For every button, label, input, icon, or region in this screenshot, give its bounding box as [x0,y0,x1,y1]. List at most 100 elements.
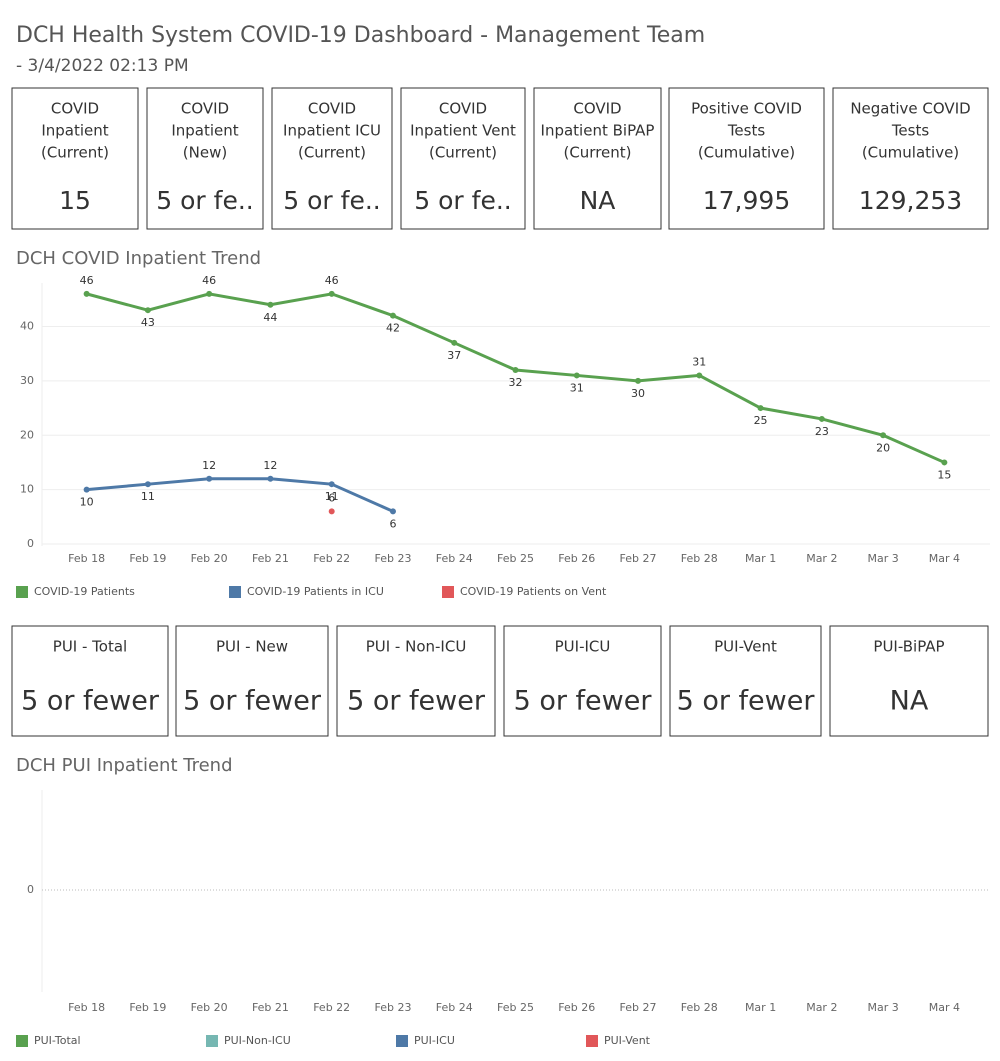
kpi-title: PUI-ICU [555,638,611,656]
y-tick-label: 30 [20,374,34,387]
chart-title: DCH PUI Inpatient Trend [16,755,233,776]
series-line [86,477,394,513]
kpi-card [533,87,662,230]
legend-swatch [396,1035,408,1047]
data-point [328,481,335,488]
kpi-card [175,625,329,737]
kpi-title: COVID [51,100,99,118]
x-tick-label: Mar 3 [867,552,898,565]
kpi-title: Inpatient BiPAP [541,122,655,140]
kpi-title: PUI-Vent [714,638,777,656]
data-point [635,377,642,384]
data-label: 43 [141,316,155,329]
data-label: 42 [386,322,400,335]
x-tick-label: Feb 23 [374,1001,411,1014]
kpi-title: Inpatient [171,122,238,140]
y-tick-label: 0 [27,883,34,896]
data-point [83,290,90,297]
x-tick-label: Feb 18 [68,552,105,565]
data-point [83,486,90,493]
data-label: 10 [80,496,94,509]
kpi-value: 5 or fewer [514,686,653,717]
kpi-card [832,87,989,230]
kpi-value: 129,253 [859,186,962,215]
data-label: 25 [754,414,768,427]
kpi-card [829,625,989,737]
x-tick-label: Mar 4 [929,1001,960,1014]
kpi-value: NA [580,186,616,215]
x-tick-label: Mar 1 [745,1001,776,1014]
chart-title: DCH COVID Inpatient Trend [16,248,261,269]
kpi-value: 5 or fewer [677,686,816,717]
data-point [818,415,825,422]
data-label: 37 [447,349,461,362]
kpi-title: (Current) [563,144,631,162]
data-point [757,405,764,412]
x-tick-label: Feb 22 [313,552,350,565]
x-tick-label: Feb 20 [191,1001,228,1014]
data-label: 12 [263,459,277,472]
kpi-title: Negative COVID [850,100,970,118]
legend-label: COVID-19 Patients [34,585,135,598]
legend-swatch [586,1035,598,1047]
x-tick-label: Feb 18 [68,1001,105,1014]
data-label: 11 [141,490,155,503]
kpi-card [669,625,822,737]
kpi-value: 5 or fe.. [283,186,380,215]
kpi-value: 5 or fe.. [156,186,253,215]
data-point [328,508,335,515]
legend-swatch [16,586,28,598]
data-point [573,372,580,379]
data-label: 46 [80,274,94,287]
legend-swatch [16,1035,28,1047]
data-point [389,312,396,319]
x-tick-label: Feb 28 [681,1001,718,1014]
kpi-title: COVID [181,100,229,118]
dashboard-title: DCH Health System COVID-19 Dashboard - M… [16,23,705,48]
data-point [267,475,274,482]
kpi-title: (New) [183,144,227,162]
kpi-card [503,625,662,737]
y-tick-label: 40 [20,320,34,333]
x-tick-label: Mar 2 [806,552,837,565]
data-point [328,290,335,297]
data-point [880,432,887,439]
x-tick-label: Feb 21 [252,552,289,565]
kpi-value: 17,995 [703,186,790,215]
kpi-title: (Current) [298,144,366,162]
data-point [389,508,396,515]
legend-label: PUI-Non-ICU [224,1034,291,1047]
data-label: 23 [815,425,829,438]
data-point [144,307,151,314]
data-label: 6 [328,491,335,504]
data-label: 6 [389,517,396,530]
legend-swatch [206,1035,218,1047]
kpi-value: 5 or fewer [347,686,486,717]
kpi-title: Positive COVID [691,100,802,118]
data-label: 11 [325,490,339,503]
data-point [267,301,274,308]
x-tick-label: Feb 27 [620,1001,657,1014]
kpi-value: 5 or fewer [21,686,160,717]
kpi-value: 5 or fe.. [414,186,511,215]
data-point [451,339,458,346]
kpi-title: PUI - Total [53,638,127,656]
kpi-title: PUI - New [216,638,288,656]
data-point [512,367,519,373]
kpi-title: COVID [439,100,487,118]
kpi-title: (Current) [41,144,109,162]
kpi-title: COVID [573,100,621,118]
x-tick-label: Feb 22 [313,1001,350,1014]
kpi-title: PUI-BiPAP [873,638,944,656]
data-label: 15 [937,468,951,481]
legend-label: PUI-Vent [604,1034,651,1047]
x-tick-label: Mar 2 [806,1001,837,1014]
legend-label: COVID-19 Patients on Vent [460,585,607,598]
kpi-card [146,87,264,230]
data-point [206,475,213,482]
data-label: 31 [692,355,706,368]
kpi-card [271,87,393,230]
x-tick-label: Feb 26 [558,552,595,565]
data-label: 20 [876,441,890,454]
